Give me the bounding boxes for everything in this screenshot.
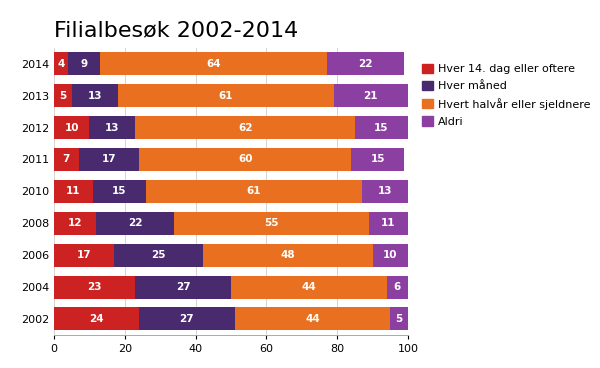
Bar [54,276,136,298]
Text: Filialbesøk 2002-2014: Filialbesøk 2002-2014 [54,21,298,41]
Text: 27: 27 [179,314,194,324]
Text: 17: 17 [101,155,116,164]
Text: 24: 24 [89,314,104,324]
Bar [54,212,97,235]
Bar [54,84,72,107]
Text: 48: 48 [280,250,295,260]
Bar [391,307,408,330]
Bar [334,84,408,107]
Text: 13: 13 [88,91,102,101]
Text: 22: 22 [358,59,373,69]
Bar [326,52,404,75]
Bar [146,180,362,203]
Bar [100,52,326,75]
Text: 64: 64 [206,59,221,69]
Bar [175,212,369,235]
Text: 4: 4 [58,59,65,69]
Text: 21: 21 [364,91,378,101]
Bar [54,244,114,267]
Bar [373,244,408,267]
Bar [231,276,387,298]
Bar [68,52,100,75]
Text: 44: 44 [302,282,316,292]
Bar [79,148,139,171]
Bar [136,276,231,298]
Text: 27: 27 [176,282,191,292]
Bar [93,180,146,203]
Text: 44: 44 [305,314,320,324]
Bar [355,116,408,139]
Bar [54,307,139,330]
Text: 23: 23 [88,282,102,292]
Text: 61: 61 [247,186,261,197]
Bar [54,52,68,75]
Text: 25: 25 [151,250,166,260]
Text: 11: 11 [381,218,396,228]
Bar [235,307,391,330]
Bar [387,276,408,298]
Text: 7: 7 [63,155,70,164]
Bar [203,244,373,267]
Text: 10: 10 [383,250,398,260]
Bar [54,148,79,171]
Bar [97,212,175,235]
Bar [369,212,408,235]
Text: 11: 11 [66,186,81,197]
Bar [114,244,203,267]
Text: 5: 5 [395,314,403,324]
Text: 6: 6 [394,282,401,292]
Text: 55: 55 [265,218,279,228]
Text: 12: 12 [68,218,82,228]
Text: 15: 15 [112,186,127,197]
Bar [139,307,235,330]
Text: 5: 5 [59,91,67,101]
Bar [118,84,334,107]
Bar [136,116,355,139]
Text: 15: 15 [374,123,389,132]
Text: 62: 62 [238,123,253,132]
Text: 13: 13 [378,186,392,197]
Text: 60: 60 [238,155,253,164]
Text: 15: 15 [371,155,385,164]
Bar [139,148,352,171]
Legend: Hver 14. dag eller oftere, Hver måned, Hvert halvår eller sjeldnere, Aldri: Hver 14. dag eller oftere, Hver måned, H… [417,59,595,131]
Text: 17: 17 [77,250,91,260]
Bar [362,180,408,203]
Bar [54,180,93,203]
Bar [352,148,404,171]
Text: 22: 22 [128,218,143,228]
Text: 13: 13 [105,123,119,132]
Bar [89,116,136,139]
Text: 61: 61 [218,91,233,101]
Bar [54,116,89,139]
Text: 10: 10 [64,123,79,132]
Bar [72,84,118,107]
Text: 9: 9 [80,59,88,69]
